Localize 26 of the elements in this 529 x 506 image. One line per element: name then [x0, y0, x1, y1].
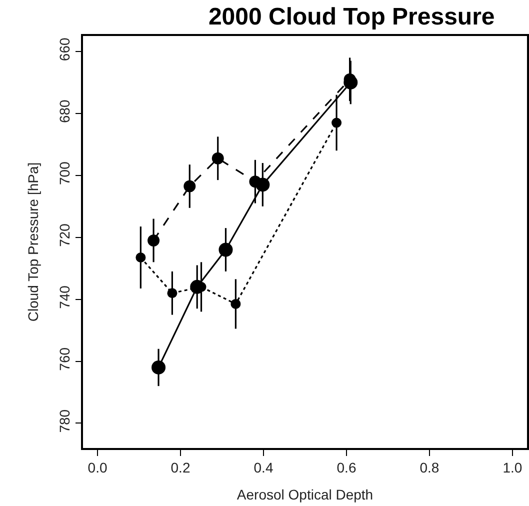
y-tick-label: 700 — [56, 161, 73, 185]
y-tick-label: 720 — [56, 223, 73, 247]
point — [136, 252, 146, 262]
x-tick-label: 0.8 — [420, 460, 440, 476]
point — [332, 118, 342, 128]
x-tick-label: 1.0 — [502, 460, 522, 476]
chart-title: 2000 Cloud Top Pressure — [208, 3, 495, 30]
point — [212, 152, 224, 164]
y-tick-label: 780 — [56, 409, 73, 433]
point — [249, 176, 262, 188]
point — [184, 180, 196, 192]
point — [218, 242, 233, 257]
x-tick-label: 0.6 — [336, 460, 356, 476]
point — [152, 360, 166, 374]
y-tick-label: 680 — [56, 99, 73, 124]
point — [230, 298, 241, 309]
x-tick-label: 0.0 — [88, 460, 108, 476]
y-tick-label: 760 — [56, 347, 73, 371]
point — [148, 234, 160, 246]
x-tick-label: 0.2 — [170, 460, 190, 476]
x-axis-title: Aerosol Optical Depth — [236, 486, 374, 502]
y-tick-label: 660 — [56, 37, 73, 62]
y-tick-label: 740 — [56, 285, 73, 309]
point — [167, 288, 178, 298]
y-axis-title: Cloud Top Pressure [hPa] — [24, 162, 41, 322]
x-tick-label: 0.4 — [254, 460, 274, 476]
